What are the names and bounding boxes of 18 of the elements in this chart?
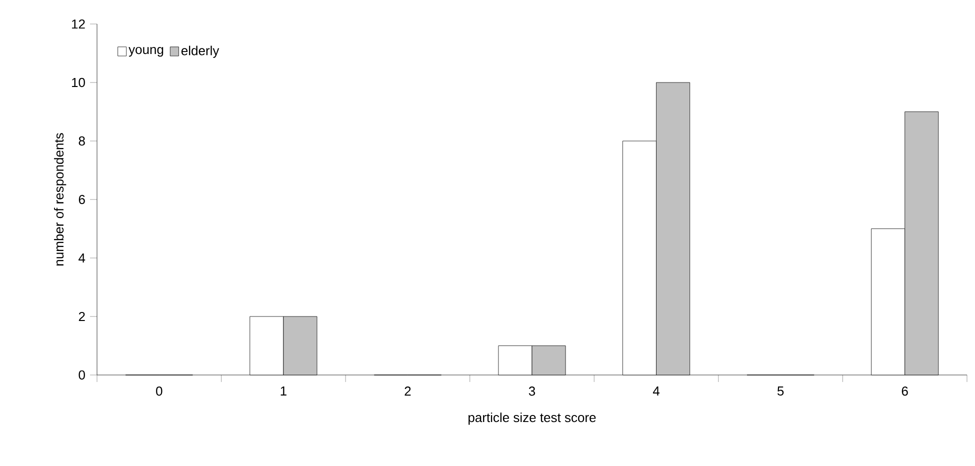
legend-label: young [128,46,164,57]
x-tick-label: 0 [156,386,162,396]
x-tick-label: 2 [404,386,411,396]
x-tick-label: 1 [280,386,286,396]
y-tick-label: 12 [72,19,85,29]
x-tick-label: 6 [902,386,908,396]
y-axis-title: number of respondents [54,133,66,266]
y-tick-label: 4 [78,254,86,262]
x-tick-label: 4 [652,386,660,396]
legend-label: elderly [181,46,220,58]
y-tick-label: 10 [72,78,85,88]
x-axis-title: particle size test score [468,412,596,425]
x-tick-label: 5 [777,386,784,396]
x-tick-label: 3 [528,386,536,396]
y-tick-label: 8 [78,136,85,146]
y-tick-label: 0 [78,370,85,380]
y-tick-label: 2 [78,312,85,322]
y-tick-label: 6 [78,194,85,204]
